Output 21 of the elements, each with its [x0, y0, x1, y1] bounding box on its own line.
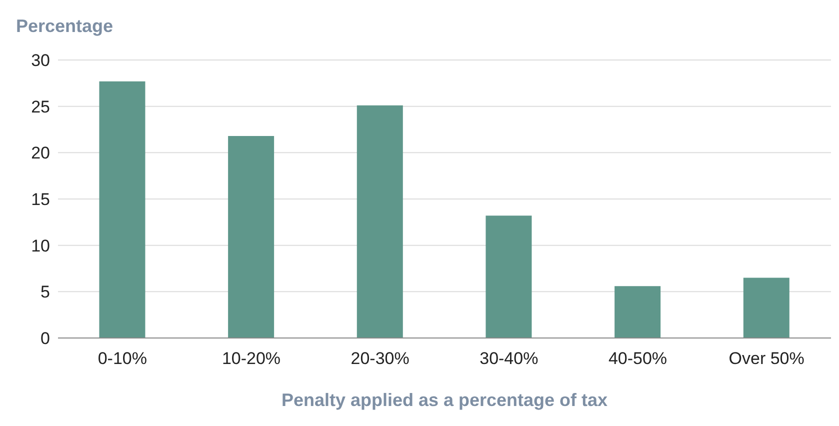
x-axis-title: Penalty applied as a percentage of tax	[281, 390, 608, 410]
x-tick-label: 0-10%	[98, 349, 147, 368]
y-axis-title: Percentage	[16, 16, 114, 37]
y-tick-label: 15	[31, 190, 50, 210]
x-tick-label: 20-30%	[350, 349, 410, 368]
x-tick-label: 30-40%	[480, 349, 538, 368]
bar	[356, 105, 403, 338]
y-tick-label: 5	[40, 282, 50, 302]
bar	[614, 286, 661, 338]
y-tick-label: 30	[31, 51, 50, 70]
bar	[743, 278, 790, 338]
bar	[228, 136, 274, 338]
y-tick-label: 10	[31, 236, 50, 256]
y-tick-label: 20	[31, 144, 50, 163]
y-tick-label: 0	[40, 329, 50, 348]
x-tick-label: Over 50%	[728, 349, 804, 368]
y-tick-label: 25	[31, 97, 50, 116]
bar	[99, 81, 146, 338]
bar	[486, 216, 532, 338]
x-tick-label: 40-50%	[608, 349, 668, 368]
x-tick-label: 10-20%	[222, 349, 281, 368]
